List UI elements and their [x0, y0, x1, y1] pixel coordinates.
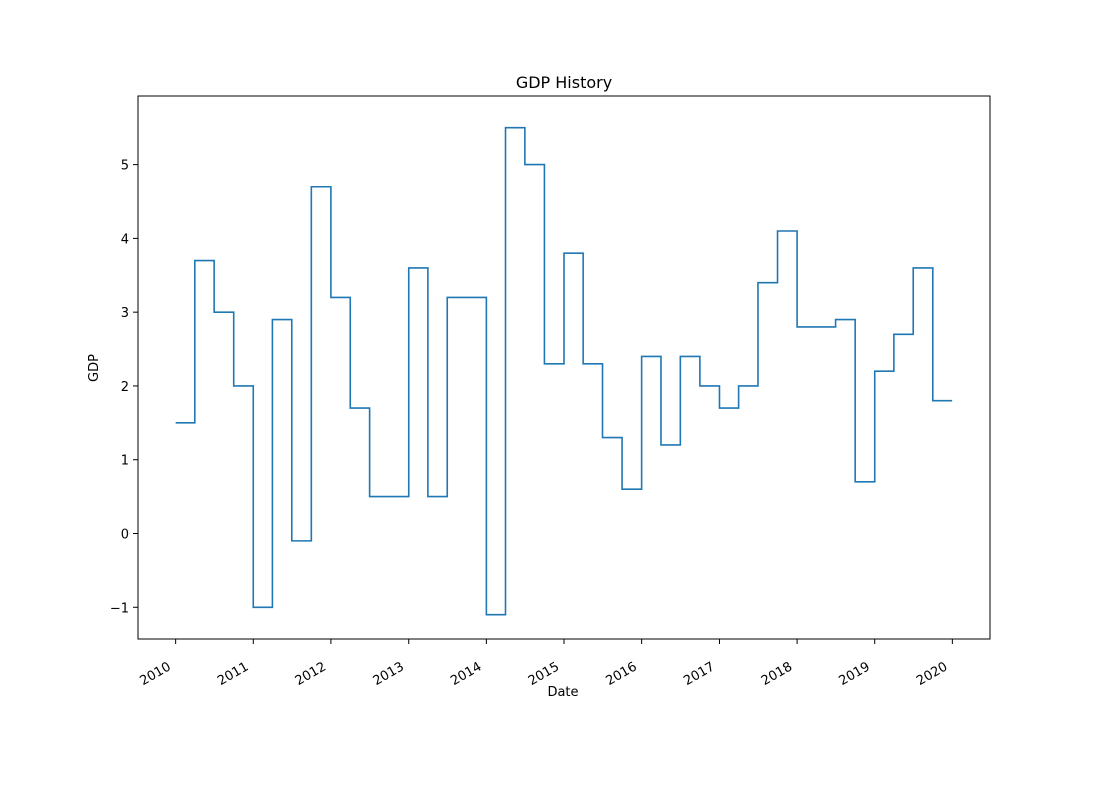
- y-tick-label: 2: [121, 380, 129, 395]
- y-axis-label: GDP: [87, 354, 102, 382]
- plot-area: [175, 126, 953, 616]
- chart-title: GDP History: [516, 73, 612, 92]
- y-tick-label: 1: [121, 454, 129, 469]
- y-tick-label: −1: [110, 601, 129, 616]
- y-axis: −1 0 1 2 3 4 5: [110, 159, 138, 616]
- y-tick-label: 4: [121, 232, 129, 247]
- x-axis-label: Date: [547, 685, 578, 700]
- y-tick-label: 5: [121, 159, 129, 174]
- y-tick-label: 3: [121, 306, 129, 321]
- series-line-0: [175, 126, 953, 616]
- y-tick-label: 0: [121, 527, 129, 542]
